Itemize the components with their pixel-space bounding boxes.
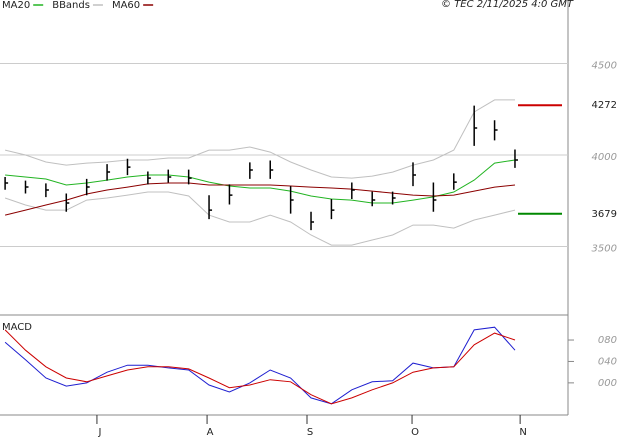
price-bar [208,195,213,220]
macd-line [4,329,516,405]
legend-label: MA60 [112,0,140,11]
legend-label: MA20 [2,0,30,11]
price-bar [351,182,355,199]
price-bar [330,198,335,220]
price-bar [167,169,172,183]
credit: © TEC 2/11/2025 4:0 GMT [441,0,574,10]
price-bar [65,193,70,212]
price-bar [371,191,376,207]
price-bar [106,164,111,181]
y-tick-label: 4500 [592,61,617,72]
price-bar [493,120,498,141]
price-bar [249,162,253,179]
price-bar [126,158,131,176]
price-bar [412,162,416,187]
x-tick-label: N [519,427,526,438]
price-bar [514,149,518,168]
price-bar [45,183,49,198]
y-tick-label: 4000 [592,152,617,163]
macd-tick-label: 040 [598,356,617,367]
bband-upper [4,99,515,179]
x-tick-label: J [97,427,101,438]
price-bar [432,182,437,212]
price-bar [24,180,29,194]
price-bar [187,169,192,185]
level-label: 3679 [592,209,617,220]
macd-tick-label: 000 [598,378,617,389]
price-bar [85,178,90,196]
price-bar [310,211,315,231]
price-bar [228,184,233,205]
price-bar [4,176,9,190]
x-tick-label: A [207,427,214,438]
x-tick-label: O [411,427,419,438]
x-tick-label: S [307,427,313,438]
macd-tick-label: 080 [598,335,617,346]
bband-lower [4,191,516,246]
price-bar [147,171,151,185]
price-bar [473,105,478,146]
price-bar [453,173,457,190]
macd-title: MACD [2,322,32,333]
y-tick-label: 3500 [592,244,617,255]
moving-average [4,182,516,216]
price-bar [289,186,294,214]
legend-label: BBands [52,0,90,11]
moving-average [5,159,516,204]
price-bar [391,191,396,205]
level-label: 4272 [592,100,617,111]
price-bar [269,160,274,179]
